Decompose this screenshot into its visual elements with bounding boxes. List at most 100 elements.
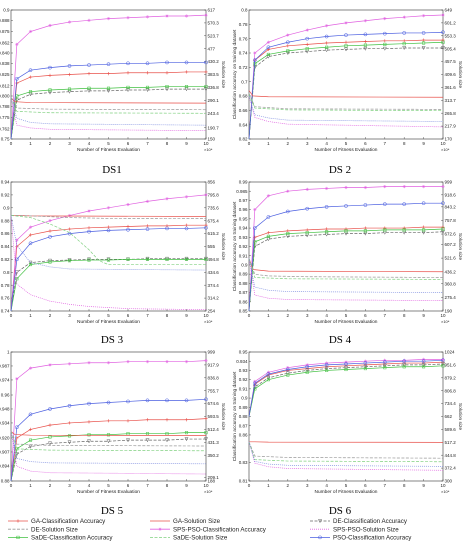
- data-point: [185, 360, 188, 363]
- y2-tick-label: 243.4: [208, 111, 220, 116]
- y2-tick-label: 675.4: [208, 218, 220, 223]
- y2-tick-label: 150: [208, 137, 216, 142]
- y2-tick-label: 617: [208, 8, 216, 13]
- x-tick-label: 6: [364, 483, 367, 488]
- y-tick-label: 0.78: [1, 283, 10, 288]
- y-tick-label: 0.94: [239, 226, 248, 231]
- data-point: [306, 188, 309, 191]
- x-tick-label: 4: [325, 141, 328, 146]
- y2-tick-label: 383.5: [208, 72, 220, 77]
- y-tick-label: 0.85: [239, 309, 248, 314]
- y2-tick-label: 843.2: [445, 204, 457, 209]
- y2-tick-label: 300: [445, 479, 453, 484]
- y-tick-label: 0.89: [239, 272, 248, 277]
- data-point: [107, 361, 110, 364]
- data-point: [364, 19, 367, 22]
- legend-item: SaDE-Solution Size: [150, 535, 228, 542]
- x-tick-label: 7: [384, 483, 387, 488]
- data-point: [364, 186, 367, 189]
- x-tick-label: 0: [248, 483, 251, 488]
- x-tick-label: 5: [345, 141, 348, 146]
- y-tick-label: 0.974: [0, 378, 10, 383]
- data-point: [68, 362, 71, 365]
- legend-item: GA-Classification Accuracy: [8, 518, 106, 525]
- y2-tick-label: 217.9: [445, 124, 457, 129]
- x-tick-label: 2: [49, 313, 52, 318]
- y-tick-label: 0.838: [0, 61, 10, 66]
- y-tick-label: 0.82: [239, 137, 248, 142]
- data-point: [403, 185, 406, 188]
- y2-tick-label: 806.8: [445, 388, 457, 393]
- y2-tick-label: 523.7: [208, 33, 220, 38]
- data-point: [87, 19, 90, 22]
- x-tick-label: 2: [49, 141, 52, 146]
- x-tick-label: 7: [146, 141, 149, 146]
- y2-tick-label: 570.3: [208, 21, 220, 26]
- y2-tick-label: 517.2: [445, 440, 457, 445]
- y2-tick-label: 856: [208, 180, 216, 185]
- y-tick-label: 0.75: [1, 137, 10, 142]
- y2-tick-label: 430.2: [208, 59, 220, 64]
- x-tick-label: 10: [203, 313, 209, 318]
- y-tick-label: 0.87: [239, 423, 248, 428]
- data-point: [48, 363, 51, 366]
- y-tick-label: 0.812: [0, 83, 10, 88]
- x-tick-label: 7: [384, 141, 387, 146]
- x-tick-label: 1: [267, 313, 270, 318]
- y2-tick-label: 265.8: [445, 111, 457, 116]
- y-tick-label: 0.894: [0, 464, 10, 469]
- y-tick-label: 0.95: [239, 350, 248, 355]
- y-tick-label: 0.78: [239, 22, 248, 27]
- x-axis-label: Number of Fitness Evaluation: [315, 147, 378, 153]
- y2-tick-label: 512.4: [208, 427, 220, 432]
- y2-tick-label: 951.6: [445, 363, 457, 368]
- data-point: [325, 187, 328, 190]
- x-exponent: ×10⁴: [441, 319, 450, 324]
- panel-label: DS 6: [329, 505, 352, 517]
- y-tick-label: 0.9: [3, 8, 10, 13]
- x-tick-label: 6: [364, 141, 367, 146]
- y2-tick-label: 457.5: [445, 59, 457, 64]
- y2-tick-label: 649: [445, 8, 453, 13]
- data-point: [165, 360, 168, 363]
- x-tick-label: 5: [107, 313, 110, 318]
- panel-label: DS 4: [329, 334, 352, 346]
- y-tick-label: 0.762: [0, 126, 10, 131]
- y2-tick-label: 757.8: [445, 218, 457, 223]
- y-tick-label: 0.89: [239, 405, 248, 410]
- y2-tick-label: 674.6: [208, 401, 220, 406]
- y2-tick-label: 589.6: [445, 427, 457, 432]
- data-point: [286, 33, 289, 36]
- y-tick-label: 0.948: [0, 407, 10, 412]
- x-tick-label: 9: [185, 483, 188, 488]
- legend-label: PSO-Classification Accuracy: [333, 535, 412, 542]
- y-tick-label: 0.9: [3, 205, 10, 210]
- y-tick-label: 0.92: [1, 193, 10, 198]
- x-tick-label: 2: [287, 483, 290, 488]
- y2-tick-label: 360.8: [445, 281, 457, 286]
- plot-area: [11, 352, 206, 481]
- y2-axis-label: Solution size: [457, 233, 463, 261]
- x-tick-label: 8: [166, 313, 169, 318]
- x-tick-label: 2: [49, 483, 52, 488]
- x-tick-label: 9: [422, 483, 425, 488]
- y-tick-label: 0.934: [0, 421, 10, 426]
- y2-tick-label: 190.7: [208, 125, 220, 130]
- y-tick-label: 0.86: [239, 299, 248, 304]
- data-point: [29, 367, 32, 370]
- x-tick-label: 0: [10, 313, 13, 318]
- y-axis-label: Classification accuracy on training data…: [232, 371, 238, 461]
- y-tick-label: 0.987: [0, 364, 10, 369]
- y2-tick-label: 918.6: [445, 192, 457, 197]
- data-point: [146, 360, 149, 363]
- x-tick-label: 2: [287, 141, 290, 146]
- x-tick-label: 3: [306, 141, 309, 146]
- x-tick-label: 6: [127, 483, 130, 488]
- y-tick-label: 0.74: [1, 309, 10, 314]
- x-tick-label: 7: [146, 483, 149, 488]
- y-tick-label: 0.92: [239, 377, 248, 382]
- x-tick-label: 6: [127, 141, 130, 146]
- x-tick-label: 4: [88, 313, 91, 318]
- y-tick-label: 0.920: [0, 436, 10, 441]
- x-tick-label: 3: [68, 141, 71, 146]
